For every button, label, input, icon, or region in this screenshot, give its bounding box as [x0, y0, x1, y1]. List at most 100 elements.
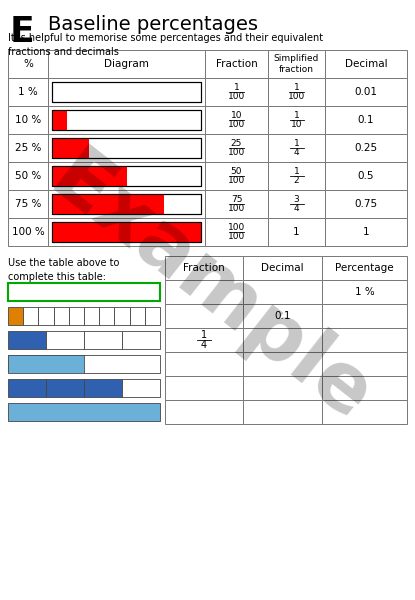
Bar — [325, 106, 407, 134]
Text: 4: 4 — [294, 204, 299, 213]
Text: 1: 1 — [294, 111, 299, 120]
Bar — [8, 218, 48, 246]
Text: 50 %: 50 % — [15, 171, 41, 181]
Bar — [48, 162, 205, 190]
Text: 10 %: 10 % — [15, 115, 41, 125]
Text: Baseline percentages: Baseline percentages — [48, 15, 258, 34]
Bar — [165, 328, 243, 352]
Bar — [46, 379, 84, 397]
Bar — [52, 138, 89, 158]
Bar — [325, 190, 407, 218]
Bar — [8, 403, 160, 421]
Bar — [205, 106, 268, 134]
Bar — [52, 110, 67, 130]
Bar — [243, 328, 322, 352]
Text: 100: 100 — [228, 148, 245, 157]
Bar — [52, 138, 201, 158]
Text: 100: 100 — [228, 176, 245, 185]
Bar — [325, 218, 407, 246]
Text: 2: 2 — [294, 176, 299, 185]
Bar — [322, 328, 407, 352]
Text: 1: 1 — [363, 227, 369, 237]
Bar — [268, 162, 325, 190]
Text: 0.1: 0.1 — [274, 311, 291, 321]
Bar — [325, 78, 407, 106]
Bar — [268, 106, 325, 134]
Bar — [165, 256, 243, 280]
Bar — [52, 166, 201, 186]
Text: 3: 3 — [294, 195, 299, 204]
Text: 0.75: 0.75 — [354, 199, 378, 209]
Bar — [115, 307, 129, 325]
Bar — [48, 106, 205, 134]
Bar — [48, 134, 205, 162]
Bar — [52, 138, 201, 158]
Text: It is helpful to memorise some percentages and their equivalent
fractions and de: It is helpful to memorise some percentag… — [8, 33, 323, 57]
Bar — [23, 307, 39, 325]
Bar — [243, 376, 322, 400]
Bar — [205, 162, 268, 190]
Bar — [84, 331, 122, 349]
Bar — [165, 376, 243, 400]
Text: 1: 1 — [294, 167, 299, 176]
Text: 0.5: 0.5 — [358, 171, 374, 181]
Bar — [8, 307, 23, 325]
Bar — [122, 379, 160, 397]
Bar — [8, 331, 46, 349]
Text: 75: 75 — [231, 195, 242, 204]
Text: 0.01: 0.01 — [354, 87, 378, 97]
Bar — [165, 400, 243, 424]
Bar — [205, 218, 268, 246]
Bar — [322, 376, 407, 400]
Text: 100: 100 — [228, 232, 245, 241]
Text: 100: 100 — [288, 92, 305, 101]
Bar — [129, 307, 145, 325]
Bar — [8, 355, 84, 373]
Bar — [322, 352, 407, 376]
Text: 50: 50 — [231, 167, 242, 176]
Text: 1 %: 1 % — [355, 287, 374, 297]
Text: 10: 10 — [231, 111, 242, 120]
Text: 100: 100 — [228, 92, 245, 101]
Bar — [8, 78, 48, 106]
Text: 1: 1 — [293, 227, 300, 237]
Bar — [243, 352, 322, 376]
Bar — [243, 256, 322, 280]
Bar — [243, 304, 322, 328]
Text: 4: 4 — [294, 148, 299, 157]
Bar — [322, 400, 407, 424]
Bar — [8, 355, 160, 373]
Text: Percentage: Percentage — [335, 263, 394, 273]
Bar — [48, 50, 205, 78]
Bar — [322, 304, 407, 328]
Text: 0.25: 0.25 — [354, 143, 378, 153]
Bar — [268, 50, 325, 78]
Bar — [8, 106, 48, 134]
Bar — [165, 304, 243, 328]
Text: 1: 1 — [234, 83, 239, 92]
Bar — [99, 307, 115, 325]
Bar — [8, 190, 48, 218]
Bar — [52, 222, 201, 242]
Bar — [325, 162, 407, 190]
Bar — [322, 280, 407, 304]
Bar — [52, 82, 201, 102]
Bar — [268, 190, 325, 218]
Bar — [52, 222, 201, 242]
Text: 25 %: 25 % — [15, 143, 41, 153]
Bar — [52, 166, 127, 186]
Text: Decimal: Decimal — [345, 59, 387, 69]
Bar — [268, 134, 325, 162]
Text: E: E — [10, 15, 35, 49]
Bar — [54, 307, 69, 325]
Bar — [52, 194, 201, 214]
Bar — [8, 379, 46, 397]
Bar — [165, 352, 243, 376]
Bar — [322, 256, 407, 280]
Text: Decimal: Decimal — [261, 263, 304, 273]
Bar — [46, 331, 84, 349]
Bar — [165, 280, 243, 304]
Bar — [8, 162, 48, 190]
Bar — [48, 78, 205, 106]
Bar — [48, 190, 205, 218]
